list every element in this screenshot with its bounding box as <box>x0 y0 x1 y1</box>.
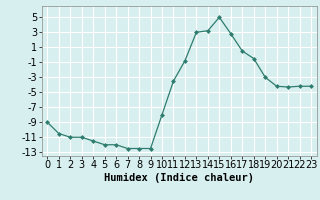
X-axis label: Humidex (Indice chaleur): Humidex (Indice chaleur) <box>104 173 254 183</box>
